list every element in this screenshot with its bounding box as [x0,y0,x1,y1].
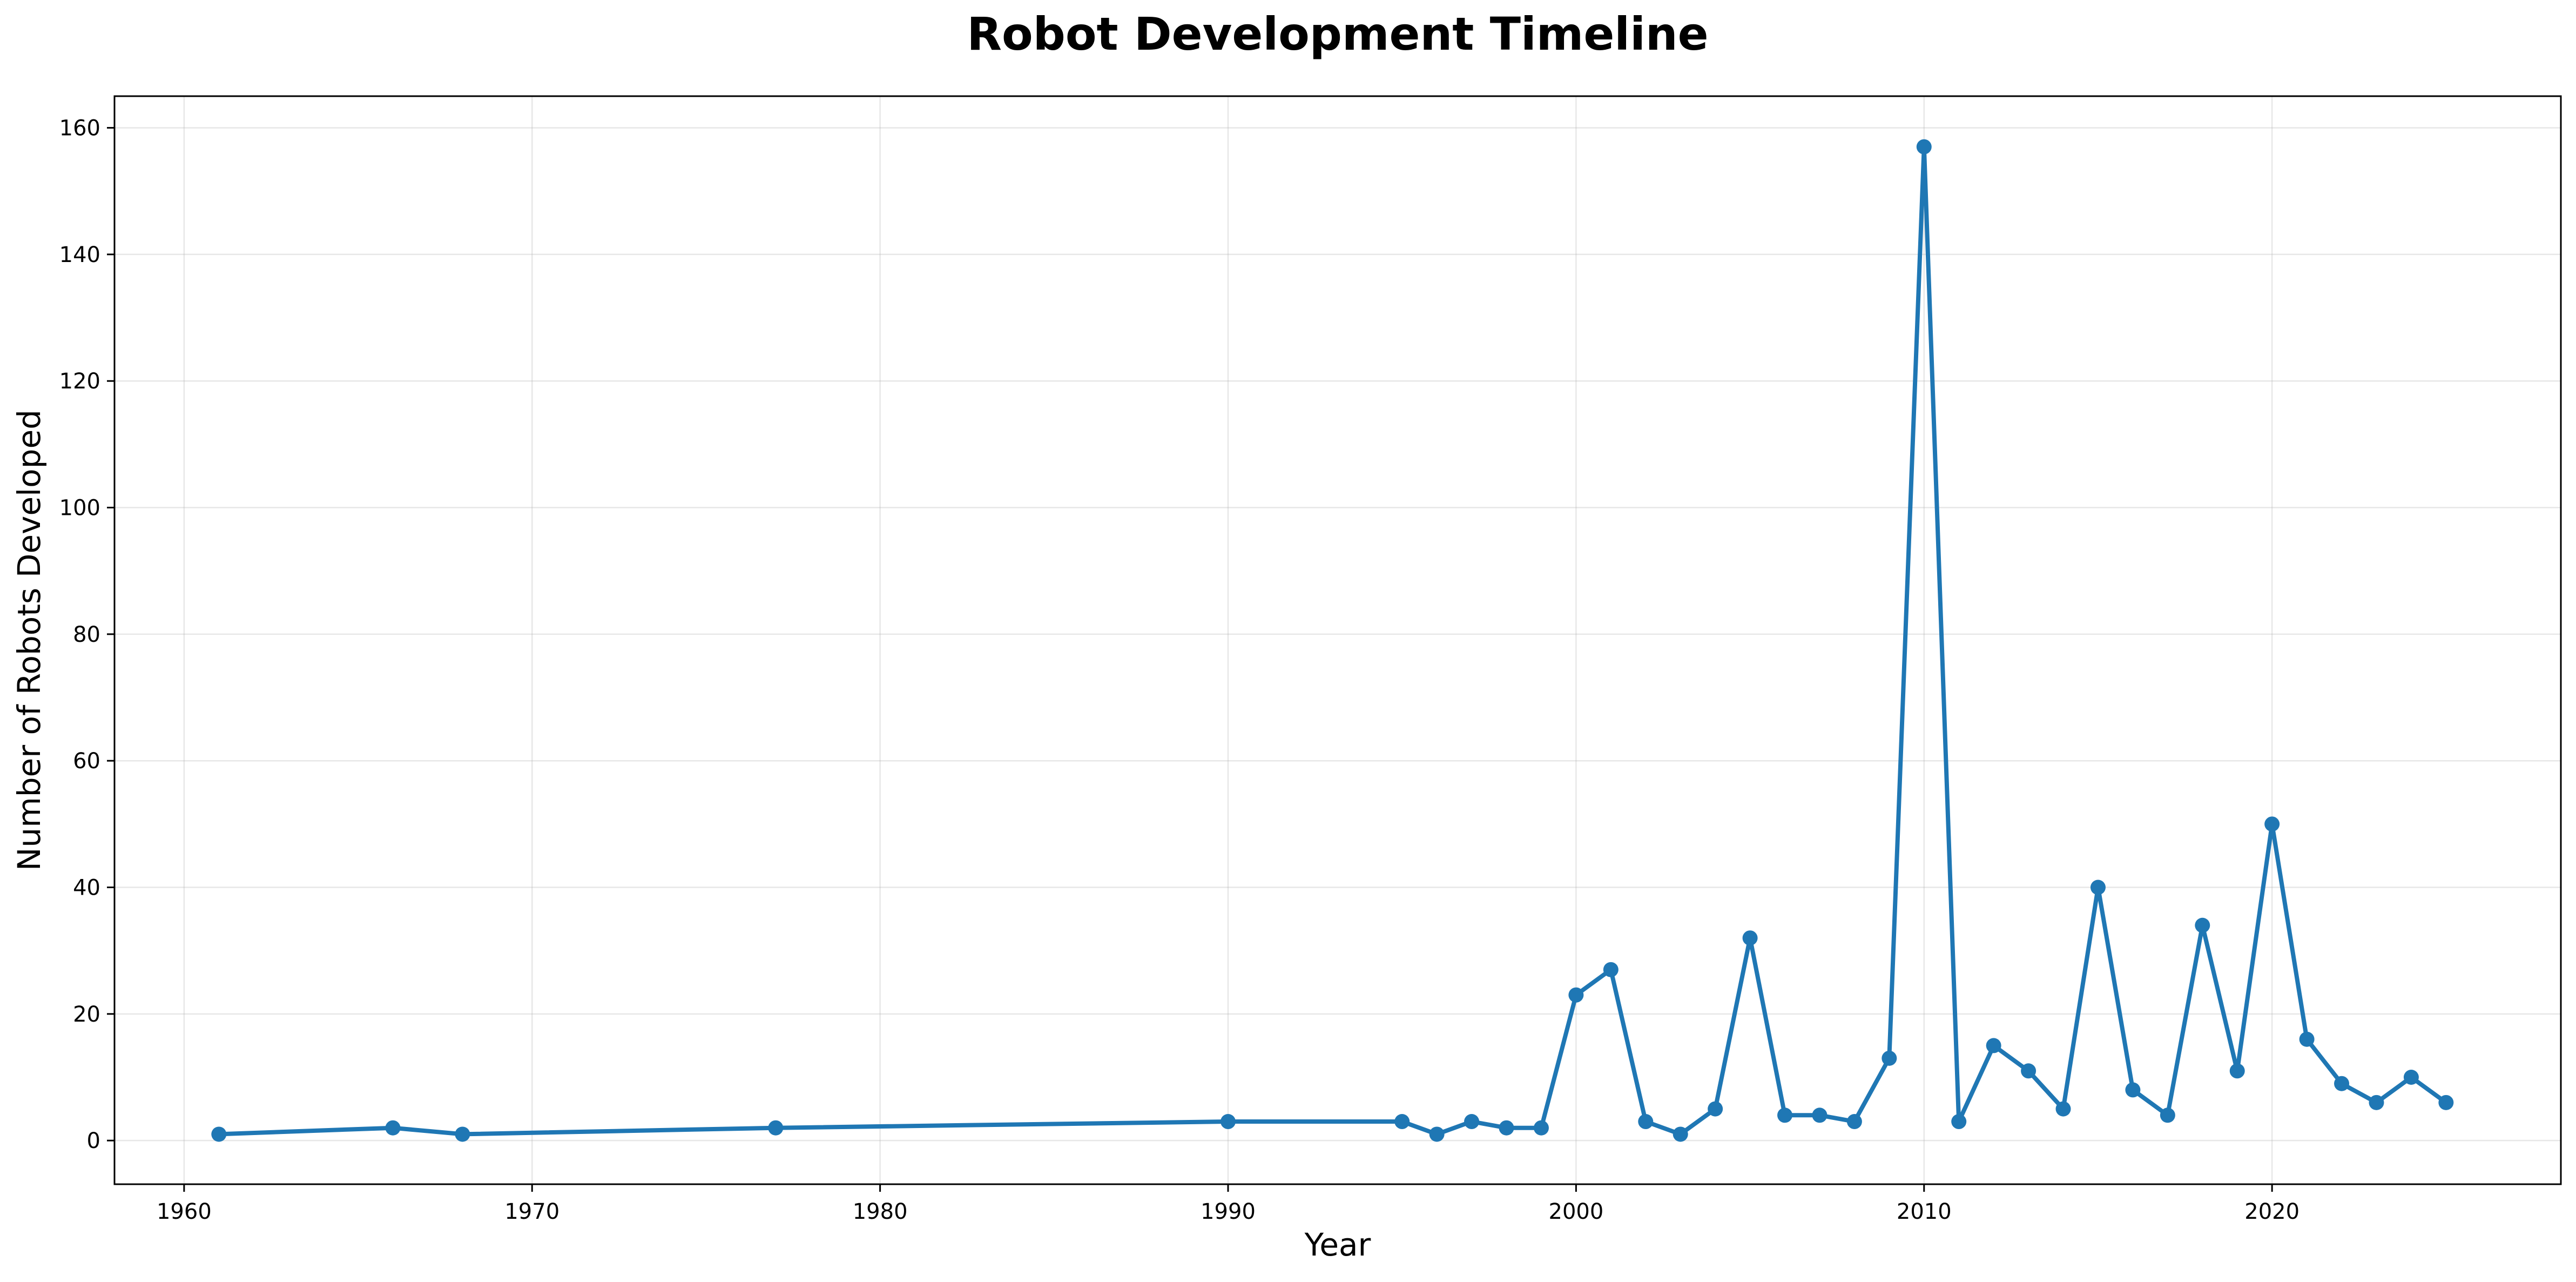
x-tick-label: 2020 [2244,1199,2299,1224]
data-point [1394,1114,1410,1130]
x-tick-label: 1970 [504,1199,559,1224]
plot-frame [113,95,2562,1185]
axis-ticks: 1960 1970 1980 1990 2000 2010 2020 0 20 40 60 80 100… [59,116,2299,1224]
data-point [2021,1063,2036,1079]
data-point [2125,1082,2141,1098]
y-axis-label: Number of Robots Developed [11,410,48,871]
data-point [1846,1114,1862,1130]
data-point [1673,1126,1688,1142]
grid [114,96,2561,1184]
y-tick-label: 100 [59,496,100,521]
x-axis-label: Year [1304,1226,1371,1263]
data-point [211,1126,227,1142]
data-point [2369,1095,2384,1110]
data-point [1499,1120,1514,1136]
data-point [1708,1101,1723,1117]
data-point [2403,1069,2419,1085]
data-point [1533,1120,1549,1136]
y-tick-label: 80 [73,622,100,647]
data-point [2055,1101,2071,1117]
data-point [2160,1108,2175,1123]
data-point [1951,1114,1967,1130]
data-point [1742,930,1758,946]
data-point [1464,1114,1480,1130]
data-point [1603,962,1619,977]
y-tick-label: 160 [59,116,100,141]
series-line [217,144,2449,1137]
y-tick-label: 140 [59,243,100,267]
data-point [1220,1114,1236,1130]
data-point [1638,1114,1654,1130]
data-point [1568,987,1584,1003]
series [211,139,2454,1142]
data-point [2438,1095,2454,1110]
x-tick-label: 1960 [157,1199,212,1224]
data-point [1986,1038,2001,1053]
data-point [385,1120,401,1136]
y-tick-label: 0 [87,1129,100,1153]
data-point [455,1126,470,1142]
x-tick-label: 1980 [853,1199,908,1224]
data-point [2195,917,2210,933]
data-point [2299,1031,2315,1047]
data-point [1916,139,1932,155]
data-point [2090,880,2106,895]
data-point [1812,1108,1828,1123]
data-point [1882,1050,1897,1066]
x-tick-label: 1990 [1201,1199,1256,1224]
data-point [1429,1126,1445,1142]
data-point [1777,1108,1793,1123]
data-point [2334,1076,2350,1091]
data-point [2264,816,2280,832]
y-tick-label: 60 [73,749,100,774]
y-tick-label: 120 [59,369,100,394]
y-tick-label: 40 [73,876,100,901]
x-tick-label: 2000 [1549,1199,1604,1224]
data-point [2229,1063,2245,1079]
y-tick-label: 20 [73,1002,100,1027]
data-point [768,1120,784,1136]
chart-title: Robot Development Timeline [967,8,1708,61]
x-tick-label: 2010 [1897,1199,1952,1224]
